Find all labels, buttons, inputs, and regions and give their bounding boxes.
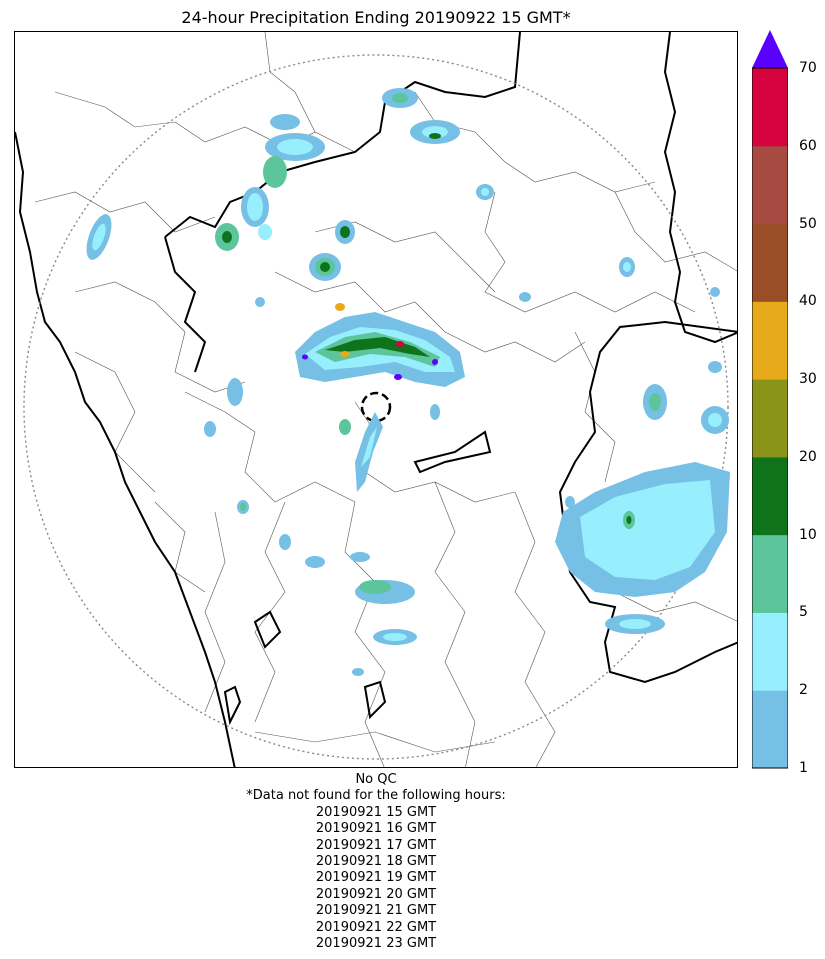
- missing-hour: 20190921 23 GMT: [315, 936, 437, 952]
- radar-range-ring: [23, 54, 729, 760]
- missing-hour: 20190921 21 GMT: [315, 903, 437, 919]
- colorbar-tick-label: 1: [799, 760, 808, 776]
- colorbar-extend-triangle: [752, 30, 788, 68]
- colorbar-tick-label: 30: [799, 371, 817, 388]
- missing-hour: 20190921 18 GMT: [315, 854, 437, 870]
- colorbar-bin: [752, 379, 788, 458]
- colorbar-bin: [752, 456, 788, 536]
- colorbar-bin: [752, 145, 788, 225]
- missing-hour: 20190921 17 GMT: [315, 837, 437, 853]
- colorbar-tick-label: 40: [799, 293, 817, 310]
- qc-note: No QC: [355, 772, 397, 787]
- missing-data-header: *Data not found for the following hours:: [246, 788, 506, 804]
- colorbar-tick-label: 60: [799, 137, 817, 154]
- map-canvas: [15, 32, 737, 767]
- colorbar-tick-label: 20: [799, 448, 817, 465]
- notes-block: No QC *Data not found for the following …: [14, 772, 738, 952]
- missing-hour: 20190921 22 GMT: [315, 919, 437, 935]
- colorbar-tick-label: 2: [799, 682, 808, 699]
- colorbar-tick-label: 10: [799, 526, 817, 543]
- colorbar-tick-label: 5: [799, 604, 808, 621]
- colorbar-tick-label: 70: [799, 60, 817, 76]
- colorbar-bin: [752, 534, 788, 613]
- colorbar-bin: [752, 301, 788, 380]
- colorbar-bin: [752, 612, 788, 691]
- map-title: 24-hour Precipitation Ending 20190922 15…: [181, 8, 571, 27]
- radar-site-marker: [360, 391, 392, 423]
- missing-hour: 20190921 16 GMT: [315, 821, 437, 837]
- colorbar-bin: [752, 223, 788, 302]
- precipitation-field: [86, 88, 730, 676]
- colorbar-frame: [752, 67, 788, 769]
- colorbar-bin: [752, 690, 788, 769]
- missing-hour: 20190921 15 GMT: [315, 804, 437, 820]
- colorbar: [752, 30, 788, 769]
- radar-map: [14, 31, 738, 768]
- missing-hour: 20190921 19 GMT: [315, 870, 437, 886]
- state-boundaries: [15, 32, 737, 767]
- colorbar-bins: [752, 68, 788, 769]
- missing-hour: 20190921 20 GMT: [315, 886, 437, 902]
- colorbar-tick-label: 50: [799, 215, 817, 232]
- colorbar-bin: [752, 68, 788, 147]
- district-boundaries: [34, 32, 737, 767]
